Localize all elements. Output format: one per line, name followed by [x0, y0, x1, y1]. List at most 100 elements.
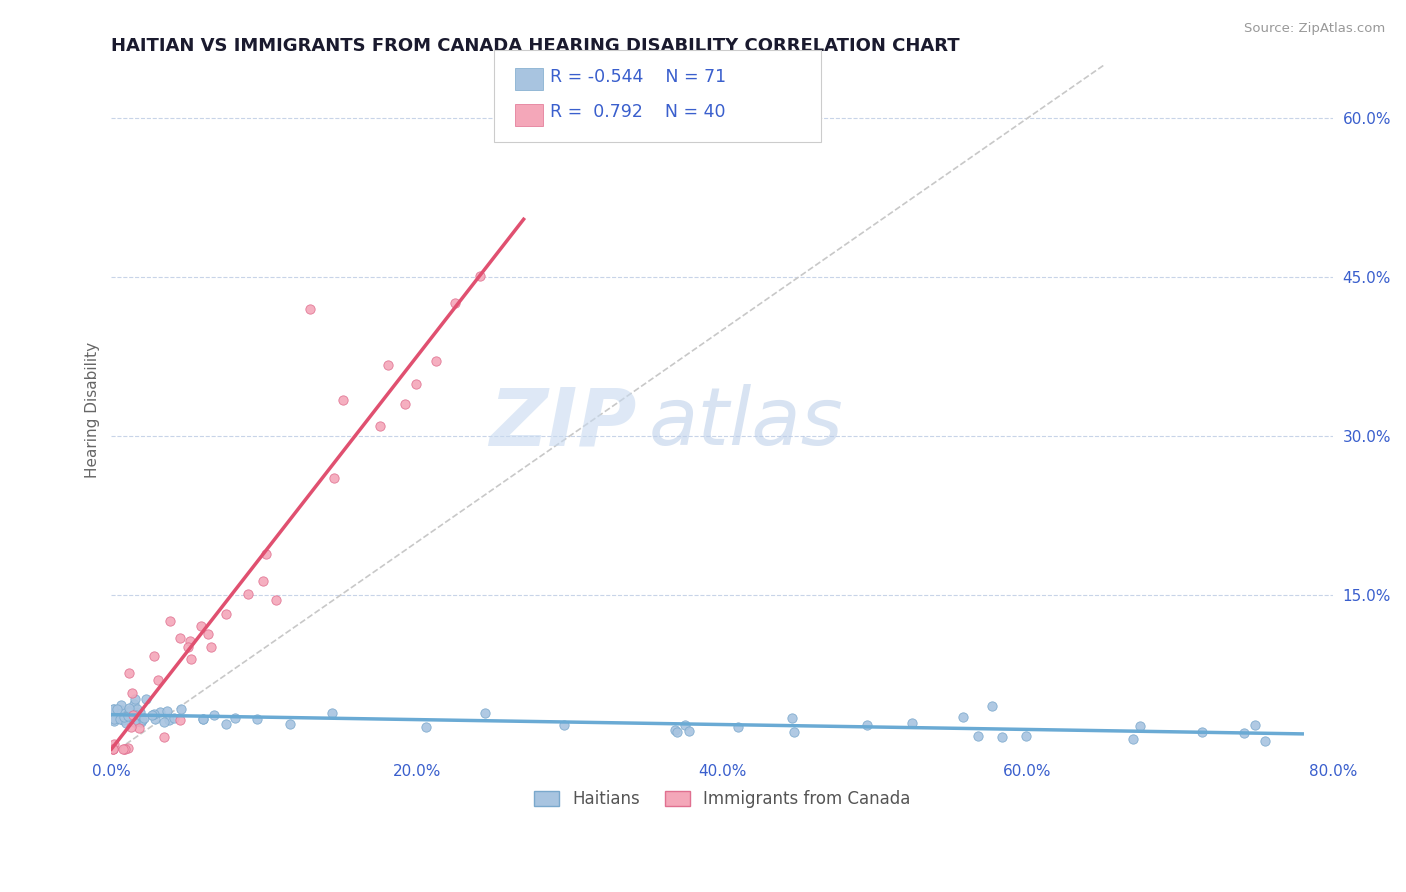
Point — [468, 269, 491, 284]
Point — [122, 710, 145, 724]
Point — [101, 702, 124, 716]
Point — [179, 634, 201, 648]
Point — [108, 712, 131, 726]
Point — [118, 666, 141, 681]
Point — [202, 707, 225, 722]
Point — [148, 673, 170, 687]
Point — [368, 418, 391, 433]
Point — [553, 718, 575, 732]
Point — [664, 723, 686, 737]
Point — [1014, 729, 1036, 743]
Point — [1232, 726, 1254, 740]
Point — [162, 711, 184, 725]
Point — [114, 715, 136, 730]
Point — [127, 712, 149, 726]
Point — [191, 712, 214, 726]
Point — [200, 640, 222, 654]
Y-axis label: Hearing Disability: Hearing Disability — [86, 342, 100, 478]
Point — [678, 723, 700, 738]
Point — [118, 700, 141, 714]
Point — [110, 703, 132, 717]
Point — [215, 717, 238, 731]
Point — [783, 724, 806, 739]
Point — [321, 706, 343, 720]
Point — [103, 712, 125, 726]
Point — [278, 716, 301, 731]
Point — [124, 691, 146, 706]
Point — [118, 711, 141, 725]
Point — [127, 714, 149, 729]
Point — [443, 295, 465, 310]
Point — [117, 709, 139, 723]
Point — [246, 712, 269, 726]
Point — [1129, 719, 1152, 733]
Point — [665, 725, 688, 739]
Point — [101, 742, 124, 756]
Point — [264, 593, 287, 607]
Point — [121, 685, 143, 699]
Point — [112, 710, 135, 724]
Point — [112, 742, 135, 756]
Point — [332, 393, 354, 408]
Point — [900, 716, 922, 731]
Point — [124, 698, 146, 712]
Point — [177, 640, 200, 655]
Point — [129, 714, 152, 729]
Point — [149, 705, 172, 719]
Point — [727, 719, 749, 733]
Point — [153, 714, 176, 729]
Text: R = -0.544    N = 71: R = -0.544 N = 71 — [550, 68, 725, 86]
Point — [128, 705, 150, 719]
Point — [105, 702, 128, 716]
Point — [782, 711, 804, 725]
Point — [132, 711, 155, 725]
Point — [118, 703, 141, 717]
Point — [394, 397, 416, 411]
Point — [101, 742, 124, 756]
Point — [405, 377, 427, 392]
Point — [143, 712, 166, 726]
Text: atlas: atlas — [648, 384, 844, 462]
Point — [114, 742, 136, 756]
Point — [170, 702, 193, 716]
Point — [1254, 734, 1277, 748]
Point — [124, 715, 146, 730]
Point — [112, 709, 135, 723]
Point — [991, 730, 1014, 744]
Point — [952, 710, 974, 724]
Point — [112, 713, 135, 727]
Point — [190, 619, 212, 633]
Legend: Haitians, Immigrants from Canada: Haitians, Immigrants from Canada — [527, 783, 917, 814]
Point — [224, 711, 246, 725]
Text: HAITIAN VS IMMIGRANTS FROM CANADA HEARING DISABILITY CORRELATION CHART: HAITIAN VS IMMIGRANTS FROM CANADA HEARIN… — [111, 37, 960, 55]
Point — [169, 631, 191, 645]
Point — [118, 705, 141, 719]
Point — [103, 702, 125, 716]
Point — [110, 698, 132, 712]
Point — [252, 574, 274, 588]
Point — [152, 730, 174, 744]
Point — [120, 720, 142, 734]
Point — [124, 715, 146, 730]
Point — [236, 587, 259, 601]
Point — [323, 470, 346, 484]
Point — [474, 706, 496, 720]
Point — [425, 354, 447, 368]
Point — [298, 301, 321, 316]
Point — [103, 737, 125, 751]
Point — [1243, 717, 1265, 731]
Point — [103, 714, 125, 729]
Point — [128, 722, 150, 736]
Point — [141, 708, 163, 723]
Point — [169, 713, 191, 727]
Point — [131, 713, 153, 727]
Point — [142, 706, 165, 721]
Text: Source: ZipAtlas.com: Source: ZipAtlas.com — [1244, 22, 1385, 36]
Point — [215, 607, 238, 621]
Text: R =  0.792    N = 40: R = 0.792 N = 40 — [550, 103, 725, 121]
Point — [157, 713, 180, 727]
Point — [1191, 725, 1213, 739]
Point — [127, 701, 149, 715]
Point — [117, 741, 139, 756]
Point — [673, 718, 696, 732]
